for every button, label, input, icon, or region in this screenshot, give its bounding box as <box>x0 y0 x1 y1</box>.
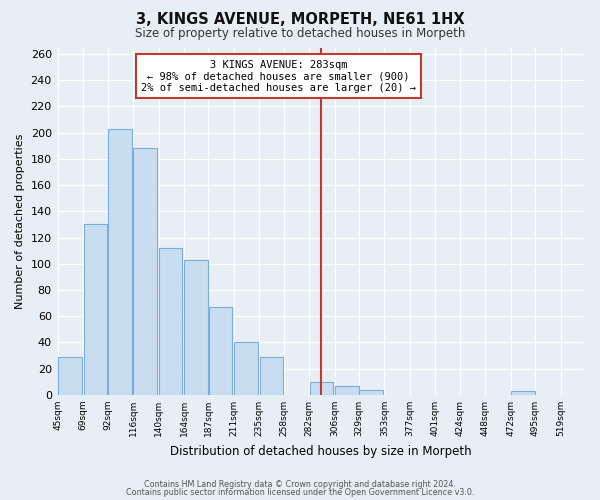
X-axis label: Distribution of detached houses by size in Morpeth: Distribution of detached houses by size … <box>170 444 472 458</box>
Bar <box>234 342 258 395</box>
Y-axis label: Number of detached properties: Number of detached properties <box>15 134 25 309</box>
Bar <box>133 148 157 395</box>
Bar <box>184 260 208 395</box>
Bar <box>108 129 131 395</box>
Bar <box>159 248 182 395</box>
Text: Contains HM Land Registry data © Crown copyright and database right 2024.: Contains HM Land Registry data © Crown c… <box>144 480 456 489</box>
Bar <box>209 307 232 395</box>
Bar <box>310 382 333 395</box>
Text: 3, KINGS AVENUE, MORPETH, NE61 1HX: 3, KINGS AVENUE, MORPETH, NE61 1HX <box>136 12 464 28</box>
Text: 3 KINGS AVENUE: 283sqm
← 98% of detached houses are smaller (900)
2% of semi-det: 3 KINGS AVENUE: 283sqm ← 98% of detached… <box>141 60 416 93</box>
Text: Size of property relative to detached houses in Morpeth: Size of property relative to detached ho… <box>135 28 465 40</box>
Bar <box>58 357 82 395</box>
Bar <box>260 357 283 395</box>
Text: Contains public sector information licensed under the Open Government Licence v3: Contains public sector information licen… <box>126 488 474 497</box>
Bar <box>511 391 535 395</box>
Bar <box>83 224 107 395</box>
Bar <box>335 386 359 395</box>
Bar <box>359 390 383 395</box>
